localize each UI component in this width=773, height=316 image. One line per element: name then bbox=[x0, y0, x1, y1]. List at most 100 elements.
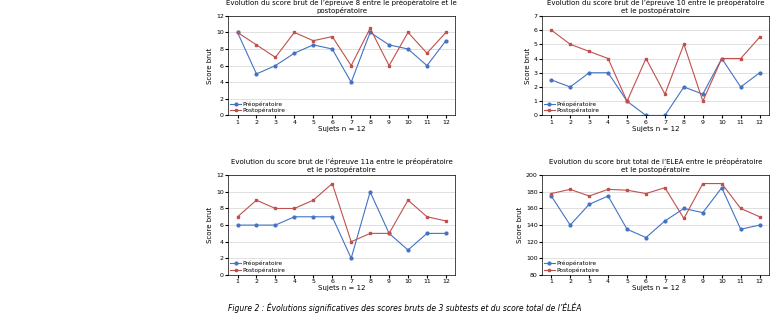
Postopératoire bbox=[604, 187, 613, 191]
Line: Préopératoire: Préopératoire bbox=[550, 57, 761, 117]
Préopératoire bbox=[584, 71, 594, 75]
Line: Postopératoire: Postopératoire bbox=[550, 182, 761, 220]
Préopératoire bbox=[404, 248, 413, 252]
Postopératoire bbox=[233, 31, 242, 34]
Postopératoire bbox=[422, 51, 431, 55]
Title: Evolution du score brut de l’épreuve 10 entre le préopératoire
et le postopérato: Evolution du score brut de l’épreuve 10 … bbox=[547, 0, 764, 14]
Line: Préopératoire: Préopératoire bbox=[550, 186, 761, 239]
Postopératoire bbox=[290, 207, 299, 210]
Postopératoire bbox=[308, 198, 318, 202]
Postopératoire bbox=[271, 55, 280, 59]
Préopératoire bbox=[271, 64, 280, 68]
Postopératoire bbox=[622, 99, 632, 103]
Postopératoire bbox=[422, 215, 431, 219]
Postopératoire bbox=[584, 50, 594, 53]
Préopératoire bbox=[547, 194, 556, 198]
Line: Préopératoire: Préopératoire bbox=[236, 191, 448, 260]
Y-axis label: Score brut: Score brut bbox=[207, 47, 213, 84]
X-axis label: Sujets n = 12: Sujets n = 12 bbox=[632, 126, 679, 132]
Legend: Préopératoire, Postopératoire: Préopératoire, Postopératoire bbox=[543, 259, 601, 274]
Préopératoire bbox=[290, 215, 299, 219]
Préopératoire bbox=[328, 47, 337, 51]
Postopératoire bbox=[717, 57, 727, 60]
Postopératoire bbox=[642, 191, 651, 195]
Postopératoire bbox=[252, 43, 261, 47]
Préopératoire bbox=[547, 78, 556, 82]
Postopératoire bbox=[252, 198, 261, 202]
Postopératoire bbox=[584, 194, 594, 198]
Postopératoire bbox=[679, 42, 689, 46]
Title: Evolution du score brut de l’épreuve 11a entre le préopératoire
et le postopérat: Evolution du score brut de l’épreuve 11a… bbox=[231, 158, 452, 173]
Préopératoire bbox=[328, 215, 337, 219]
Postopératoire bbox=[308, 39, 318, 43]
Préopératoire bbox=[566, 85, 575, 89]
Préopératoire bbox=[642, 113, 651, 117]
Postopératoire bbox=[642, 57, 651, 60]
Legend: Préopératoire, Postopératoire: Préopératoire, Postopératoire bbox=[543, 100, 601, 114]
Préopératoire bbox=[422, 232, 431, 235]
Postopératoire bbox=[604, 57, 613, 60]
Préopératoire bbox=[755, 223, 764, 227]
Préopératoire bbox=[252, 72, 261, 76]
Y-axis label: Score brut: Score brut bbox=[207, 207, 213, 243]
Postopératoire bbox=[404, 31, 413, 34]
Préopératoire bbox=[622, 227, 632, 231]
Préopératoire bbox=[566, 223, 575, 227]
Préopératoire bbox=[679, 207, 689, 210]
Postopératoire bbox=[566, 42, 575, 46]
Postopératoire bbox=[736, 57, 745, 60]
Line: Préopératoire: Préopératoire bbox=[236, 31, 448, 84]
Préopératoire bbox=[422, 64, 431, 68]
Postopératoire bbox=[660, 186, 669, 190]
Préopératoire bbox=[755, 71, 764, 75]
Postopératoire bbox=[755, 35, 764, 39]
Préopératoire bbox=[698, 92, 707, 96]
Préopératoire bbox=[366, 190, 375, 194]
Y-axis label: Score brut: Score brut bbox=[517, 207, 523, 243]
X-axis label: Sujets n = 12: Sujets n = 12 bbox=[632, 285, 679, 291]
Préopératoire bbox=[384, 232, 393, 235]
Préopératoire bbox=[404, 47, 413, 51]
Préopératoire bbox=[679, 85, 689, 89]
Préopératoire bbox=[271, 223, 280, 227]
Line: Postopératoire: Postopératoire bbox=[550, 29, 761, 103]
Préopératoire bbox=[698, 211, 707, 215]
Postopératoire bbox=[736, 207, 745, 210]
Préopératoire bbox=[642, 236, 651, 240]
Postopératoire bbox=[547, 191, 556, 195]
Postopératoire bbox=[271, 207, 280, 210]
Postopératoire bbox=[328, 35, 337, 39]
Préopératoire bbox=[622, 99, 632, 103]
Préopératoire bbox=[660, 113, 669, 117]
Postopératoire bbox=[366, 26, 375, 30]
Préopératoire bbox=[346, 256, 356, 260]
Préopératoire bbox=[717, 57, 727, 60]
Postopératoire bbox=[717, 182, 727, 185]
Préopératoire bbox=[604, 71, 613, 75]
Postopératoire bbox=[622, 188, 632, 192]
Préopératoire bbox=[308, 43, 318, 47]
Y-axis label: Score brut: Score brut bbox=[525, 47, 531, 84]
Postopératoire bbox=[366, 232, 375, 235]
Préopératoire bbox=[584, 203, 594, 206]
Préopératoire bbox=[717, 186, 727, 190]
Postopératoire bbox=[660, 92, 669, 96]
Postopératoire bbox=[346, 64, 356, 68]
Legend: Préopératoire, Postopératoire: Préopératoire, Postopératoire bbox=[230, 100, 287, 114]
Préopératoire bbox=[736, 227, 745, 231]
Postopératoire bbox=[404, 198, 413, 202]
Postopératoire bbox=[698, 182, 707, 185]
Postopératoire bbox=[384, 64, 393, 68]
Legend: Préopératoire, Postopératoire: Préopératoire, Postopératoire bbox=[230, 259, 287, 274]
Title: Evolution du score brut de l’épreuve 8 entre le préopératoire et le
postopératoi: Evolution du score brut de l’épreuve 8 e… bbox=[226, 0, 457, 14]
Préopératoire bbox=[604, 194, 613, 198]
Line: Postopératoire: Postopératoire bbox=[236, 27, 448, 67]
Préopératoire bbox=[252, 223, 261, 227]
Préopératoire bbox=[233, 223, 242, 227]
Postopératoire bbox=[384, 232, 393, 235]
Préopératoire bbox=[346, 80, 356, 84]
Préopératoire bbox=[660, 219, 669, 223]
Postopératoire bbox=[755, 215, 764, 219]
Postopératoire bbox=[328, 182, 337, 185]
X-axis label: Sujets n = 12: Sujets n = 12 bbox=[318, 285, 366, 291]
